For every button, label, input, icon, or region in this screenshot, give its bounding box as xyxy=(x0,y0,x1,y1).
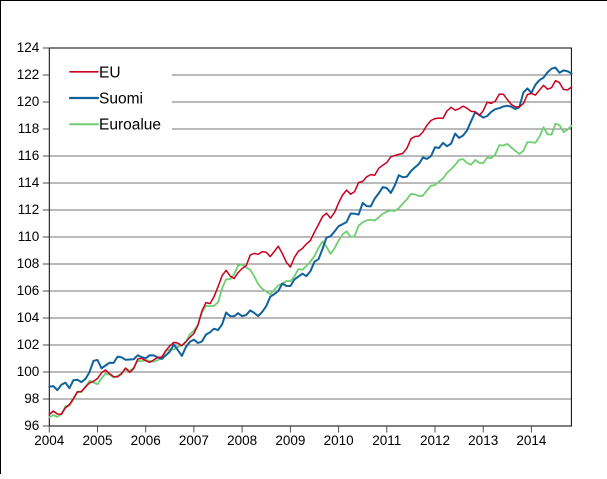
svg-text:108: 108 xyxy=(17,256,40,271)
svg-text:2006: 2006 xyxy=(131,433,161,448)
svg-text:102: 102 xyxy=(17,337,40,352)
svg-text:2008: 2008 xyxy=(227,433,257,448)
svg-text:2014: 2014 xyxy=(516,433,547,448)
svg-text:106: 106 xyxy=(17,283,40,298)
svg-text:122: 122 xyxy=(17,67,40,82)
svg-text:2012: 2012 xyxy=(420,433,450,448)
svg-text:100: 100 xyxy=(17,364,40,379)
svg-text:120: 120 xyxy=(17,94,40,109)
svg-text:114: 114 xyxy=(18,175,40,190)
svg-text:116: 116 xyxy=(18,148,40,163)
svg-text:2013: 2013 xyxy=(468,433,498,448)
svg-text:2004: 2004 xyxy=(34,433,65,448)
svg-text:124: 124 xyxy=(17,40,40,55)
svg-text:110: 110 xyxy=(18,229,40,244)
svg-text:Suomi: Suomi xyxy=(99,91,143,108)
svg-text:Euroalue: Euroalue xyxy=(99,117,161,134)
svg-text:104: 104 xyxy=(17,310,40,325)
svg-text:96: 96 xyxy=(24,418,39,433)
svg-text:118: 118 xyxy=(18,121,40,136)
svg-text:2011: 2011 xyxy=(372,433,401,448)
svg-text:EU: EU xyxy=(99,64,121,81)
svg-text:2009: 2009 xyxy=(275,433,305,448)
svg-text:2007: 2007 xyxy=(179,433,209,448)
svg-text:112: 112 xyxy=(18,202,40,217)
svg-text:2010: 2010 xyxy=(324,433,354,448)
svg-text:98: 98 xyxy=(24,391,39,406)
svg-text:2005: 2005 xyxy=(82,433,112,448)
